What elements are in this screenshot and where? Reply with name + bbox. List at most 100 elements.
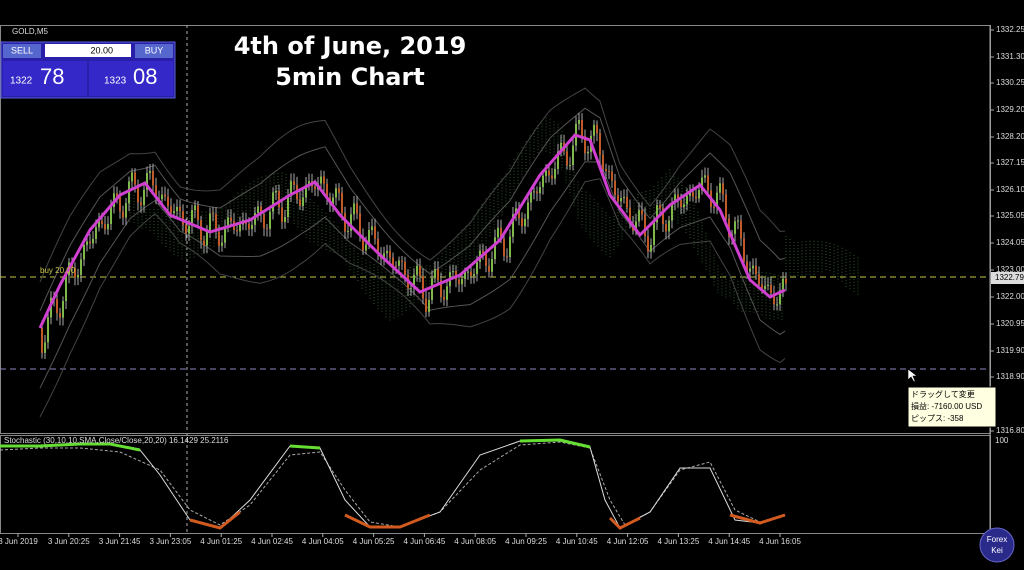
candle-body bbox=[437, 269, 439, 281]
candle-body bbox=[461, 278, 463, 285]
candle-body bbox=[275, 190, 277, 193]
price-label: 1326.10 bbox=[996, 185, 1024, 194]
candle-body bbox=[167, 196, 169, 207]
candle-body bbox=[62, 301, 64, 318]
buy-price-box[interactable] bbox=[89, 61, 173, 96]
candle-body bbox=[629, 207, 631, 224]
candle-body bbox=[518, 208, 520, 219]
indicator-axis-label: 100 bbox=[995, 436, 1009, 445]
candle-body bbox=[473, 273, 475, 276]
candle-body bbox=[134, 172, 136, 185]
lot-input[interactable] bbox=[45, 44, 131, 57]
candle-body bbox=[227, 217, 229, 228]
candle-body bbox=[527, 202, 529, 220]
tooltip-line: ドラッグして変更 bbox=[911, 389, 975, 399]
candle-body bbox=[497, 227, 499, 238]
candle-body bbox=[737, 220, 739, 222]
price-label: 1332.25 bbox=[996, 25, 1024, 34]
candle-body bbox=[332, 197, 334, 205]
candle-body bbox=[638, 210, 640, 222]
sell-button[interactable] bbox=[3, 44, 41, 58]
title-line: 5min Chart bbox=[275, 63, 425, 91]
watermark-text: Kei bbox=[991, 546, 1003, 555]
bollinger-band bbox=[39, 161, 786, 389]
candle-body bbox=[230, 217, 232, 222]
candle-body bbox=[536, 191, 538, 194]
candle-body bbox=[398, 260, 400, 266]
candle-body bbox=[566, 151, 568, 166]
candle-body bbox=[467, 271, 469, 273]
candle-body bbox=[56, 299, 58, 314]
candle-body bbox=[425, 298, 427, 312]
candle-body bbox=[212, 213, 214, 215]
time-label: 4 Jun 02:45 bbox=[251, 537, 293, 546]
candle-body bbox=[671, 202, 673, 221]
candle-body bbox=[287, 196, 289, 217]
candle-body bbox=[284, 216, 286, 223]
candle-body bbox=[647, 236, 649, 252]
candle-body bbox=[47, 317, 49, 343]
candle-body bbox=[86, 241, 88, 246]
candle-body bbox=[740, 220, 742, 239]
candle-body bbox=[269, 211, 271, 229]
candle-body bbox=[77, 274, 79, 278]
candle-body bbox=[203, 240, 205, 246]
candle-body bbox=[383, 253, 385, 259]
tooltip bbox=[907, 386, 997, 428]
candle-body bbox=[428, 299, 430, 312]
price-plot bbox=[39, 87, 859, 418]
candle-body bbox=[503, 238, 505, 257]
candle-body bbox=[41, 328, 43, 353]
ask-prefix: 1323 bbox=[104, 76, 127, 87]
candle-body bbox=[218, 231, 220, 246]
candle-body bbox=[194, 205, 196, 211]
candle-body bbox=[617, 195, 619, 202]
candle-body bbox=[584, 135, 586, 154]
candle-body bbox=[734, 221, 736, 234]
candle-body bbox=[236, 230, 238, 232]
overbought-segment bbox=[0, 442, 141, 452]
time-label: 4 Jun 05:25 bbox=[353, 537, 395, 546]
candle-body bbox=[347, 230, 349, 232]
candle-body bbox=[644, 214, 646, 237]
candle-body bbox=[164, 194, 166, 197]
time-label: 4 Jun 04:05 bbox=[302, 537, 344, 546]
candle-body bbox=[620, 198, 622, 202]
candle-body bbox=[539, 187, 541, 194]
candle-body bbox=[701, 177, 703, 191]
candle-body bbox=[161, 194, 163, 200]
candle-body bbox=[704, 175, 706, 178]
candle-body bbox=[596, 124, 598, 134]
candle-body bbox=[119, 196, 121, 212]
candle-body bbox=[143, 189, 145, 206]
time-label: 4 Jun 14:45 bbox=[708, 537, 750, 546]
sell-price-box[interactable] bbox=[3, 61, 87, 96]
candle-body bbox=[239, 224, 241, 232]
buy-button[interactable] bbox=[135, 44, 173, 58]
candle-body bbox=[281, 207, 283, 223]
candle-body bbox=[131, 172, 133, 182]
candle-body bbox=[392, 257, 394, 266]
candle-body bbox=[389, 250, 391, 258]
candle-body bbox=[395, 265, 397, 267]
candle-body bbox=[44, 342, 46, 353]
candle-body bbox=[689, 192, 691, 196]
overbought-segment bbox=[289, 438, 591, 450]
candle-body bbox=[416, 265, 418, 275]
time-label: 4 Jun 09:25 bbox=[505, 537, 547, 546]
candle-body bbox=[560, 142, 562, 152]
candle-body bbox=[266, 228, 268, 230]
candle-body bbox=[254, 212, 256, 225]
candle-body bbox=[365, 244, 367, 251]
watermark-logo bbox=[979, 527, 1015, 563]
candle-body bbox=[500, 227, 502, 239]
candle-body bbox=[149, 170, 151, 173]
candle-body bbox=[356, 203, 358, 214]
time-label: 4 Jun 01:25 bbox=[200, 537, 242, 546]
lot-value: 20.00 bbox=[90, 45, 113, 55]
price-label: 1324.05 bbox=[996, 238, 1024, 247]
candle-body bbox=[326, 183, 328, 198]
candle-body bbox=[260, 206, 262, 215]
candle-body bbox=[662, 208, 664, 225]
candle-body bbox=[323, 176, 325, 184]
